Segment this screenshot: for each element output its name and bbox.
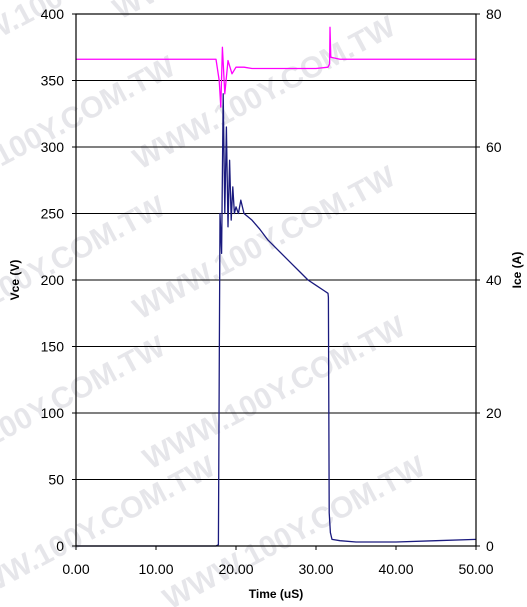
y-left-tick-label: 0 — [56, 538, 64, 554]
watermark: WWW.100Y.COM.TWWWW.100Y.COM.TWWWW.100Y.C… — [0, 0, 431, 607]
vce-series-line — [76, 93, 477, 547]
y-left-tick-label: 250 — [41, 206, 65, 222]
y-left-tick-label: 150 — [41, 339, 65, 355]
y-right-tick-label: 80 — [486, 6, 502, 22]
x-tick-label: 10.00 — [138, 561, 173, 577]
x-axis-title: Time (uS) — [249, 587, 303, 601]
watermark-text: WWW.100Y.COM.TW — [0, 190, 171, 356]
y-right-tick-label: 0 — [486, 538, 494, 554]
x-tick-label: 50.00 — [458, 561, 493, 577]
watermark-text: WWW.100Y.COM.TW — [138, 310, 412, 476]
ice-series-line — [76, 26, 476, 108]
y-left-tick-label: 400 — [41, 6, 65, 22]
grid-lines — [76, 80, 476, 480]
y-axis-left-title: Vce (V) — [8, 260, 22, 301]
y-axis-right-title: Ice (A) — [510, 252, 524, 289]
y-left-tick-label: 300 — [41, 139, 65, 155]
watermark-text: WWW.100Y.COM.TW — [128, 10, 402, 176]
y-right-tick-label: 60 — [486, 139, 502, 155]
watermark-text: WWW.100Y.COM.TW — [108, 0, 382, 26]
watermark-text: WWW.100Y.COM.TW — [128, 160, 402, 326]
x-tick-label: 40.00 — [378, 561, 413, 577]
y-right-tick-label: 40 — [486, 272, 502, 288]
y-left-tick-label: 200 — [41, 272, 65, 288]
series-layer — [76, 26, 477, 547]
y-left-tick-label: 100 — [41, 405, 65, 421]
x-tick-label: 0.00 — [62, 561, 89, 577]
y-left-tick-label: 350 — [41, 73, 65, 89]
y-right-tick-label: 20 — [486, 405, 502, 421]
tick-layer: 0 50 100 150 200 250 300 350 400 0 20 40 60 80 0.00 10.… — [41, 6, 502, 577]
x-tick-label: 30.00 — [298, 561, 333, 577]
y-left-tick-label: 50 — [48, 472, 64, 488]
x-tick-label: 20.00 — [218, 561, 253, 577]
